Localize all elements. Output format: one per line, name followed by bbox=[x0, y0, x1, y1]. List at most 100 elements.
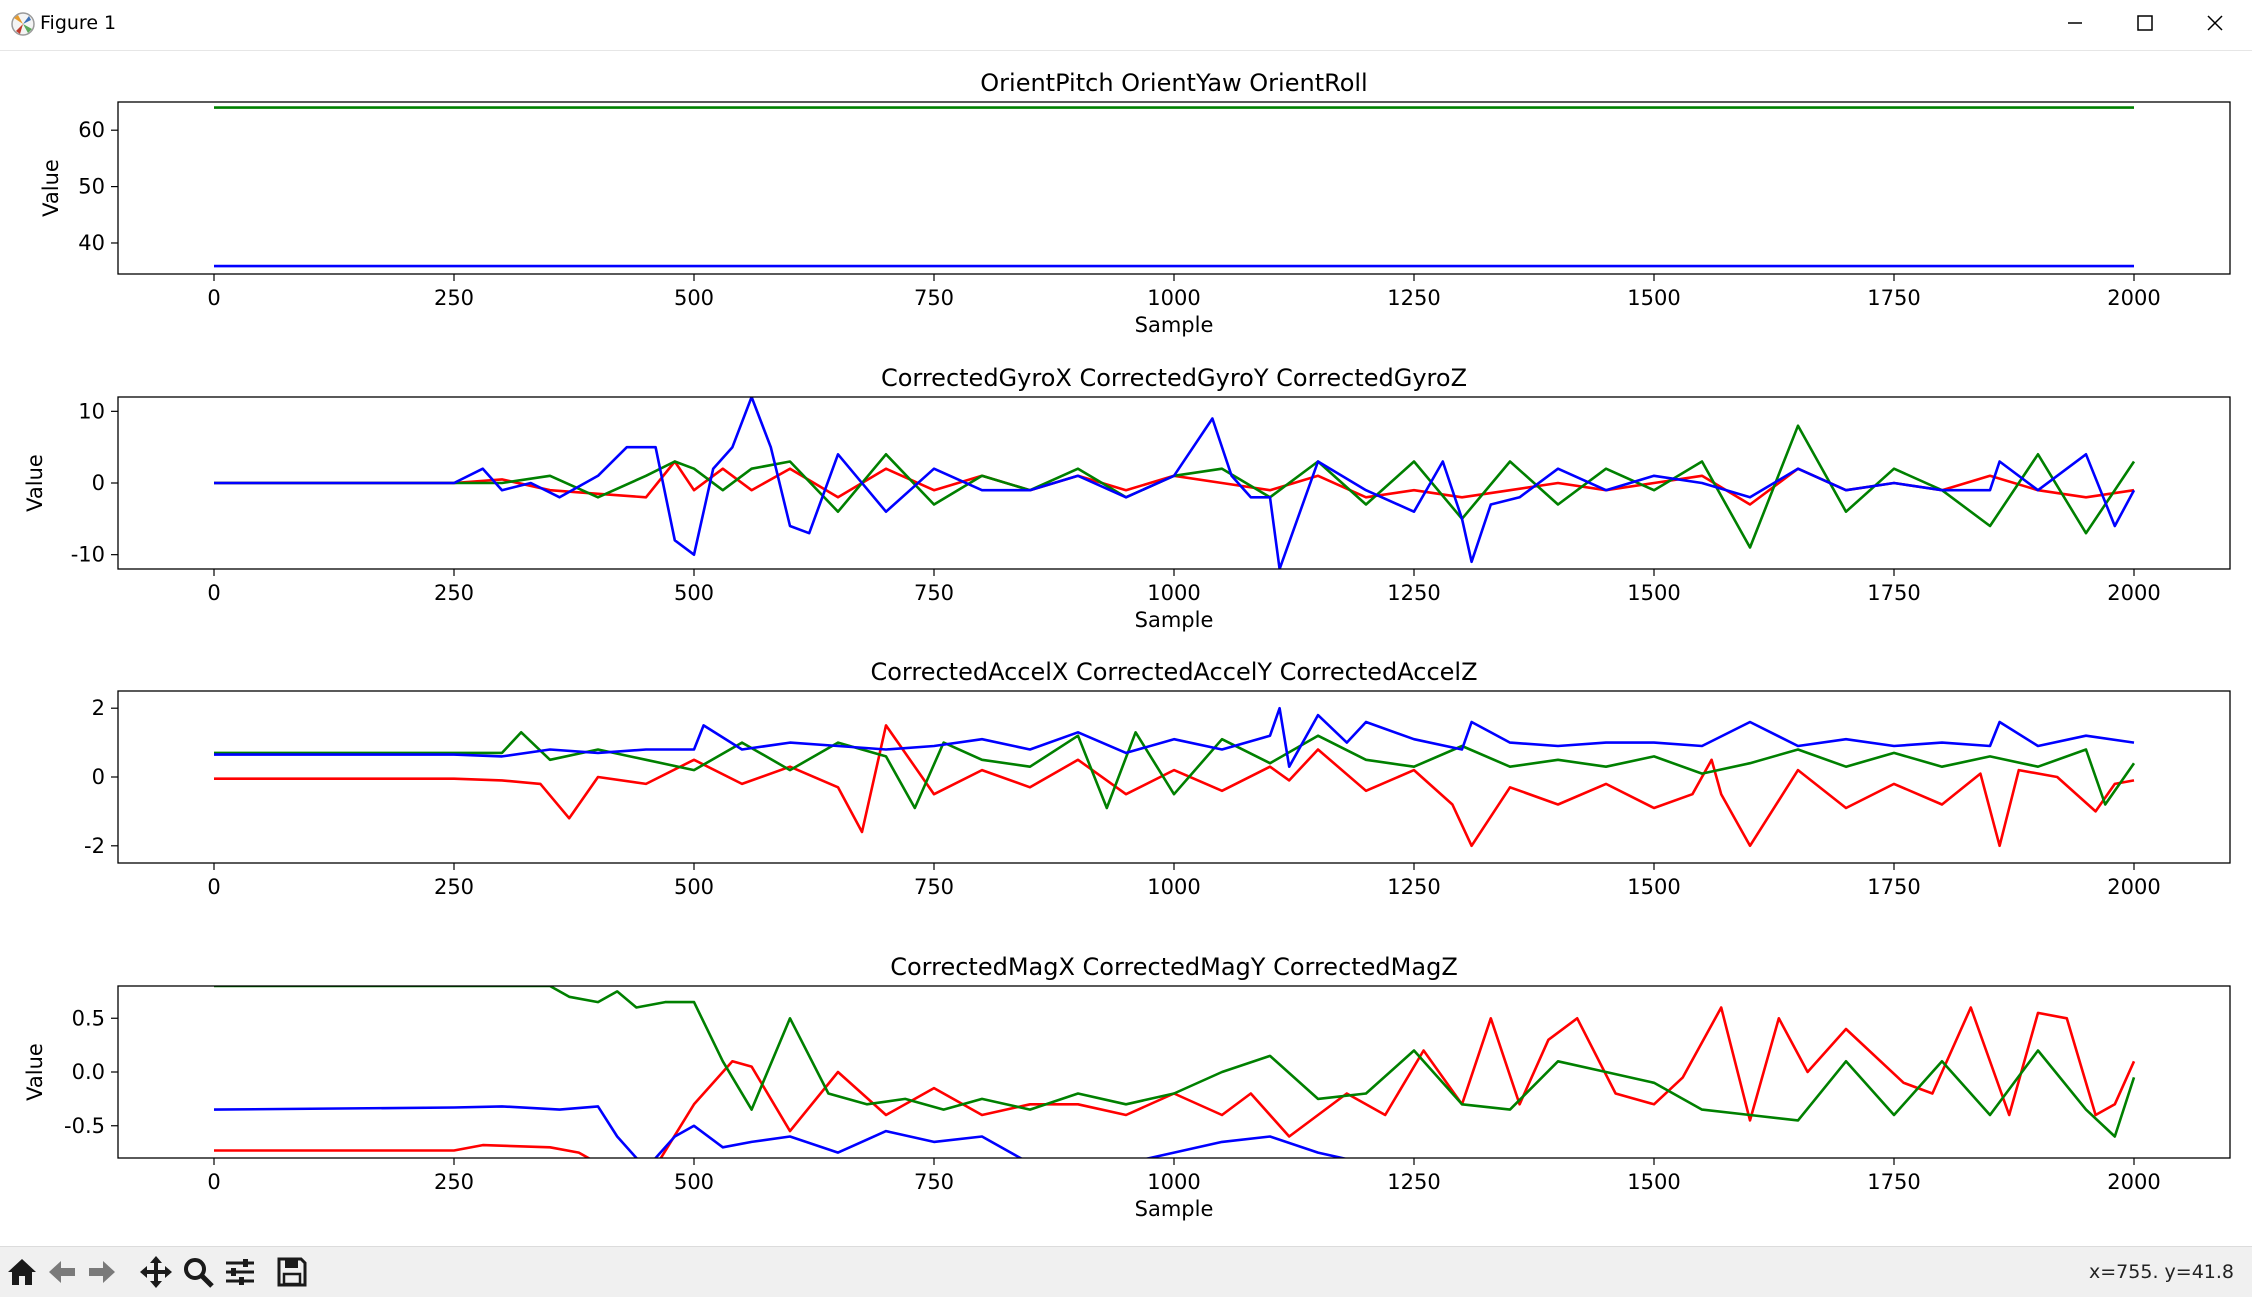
y-axis-label: Value bbox=[23, 454, 47, 512]
x-tick-label: 1500 bbox=[1627, 1170, 1680, 1194]
y-tick-label: -0.5 bbox=[64, 1114, 105, 1138]
series-line-1 bbox=[214, 1006, 2136, 1158]
home-button[interactable] bbox=[2, 1252, 42, 1292]
x-tick-label: 500 bbox=[674, 581, 714, 605]
y-tick-label: -10 bbox=[71, 543, 105, 567]
x-axis-label: Sample bbox=[1135, 608, 1214, 632]
x-tick-label: 1000 bbox=[1147, 1170, 1200, 1194]
save-floppy-icon bbox=[277, 1257, 307, 1287]
y-axis-label: Value bbox=[39, 159, 63, 217]
y-tick-label: 0.0 bbox=[72, 1060, 105, 1084]
x-tick-label: 0 bbox=[207, 1170, 220, 1194]
pan-button[interactable] bbox=[136, 1252, 176, 1292]
x-axis-label: Sample bbox=[1135, 1197, 1214, 1221]
x-tick-label: 750 bbox=[914, 1170, 954, 1194]
close-button[interactable] bbox=[2182, 0, 2248, 46]
series-line-3 bbox=[214, 706, 2135, 769]
maximize-button[interactable] bbox=[2112, 0, 2178, 46]
x-tick-label: 0 bbox=[207, 581, 220, 605]
series-line-3 bbox=[213, 1105, 1348, 1158]
x-tick-label: 250 bbox=[434, 286, 474, 310]
x-tick-label: 250 bbox=[434, 581, 474, 605]
x-tick-label: 500 bbox=[674, 286, 714, 310]
x-tick-label: 250 bbox=[434, 875, 474, 899]
configure-subplots-icon bbox=[226, 1259, 254, 1285]
x-tick-label: 1000 bbox=[1147, 581, 1200, 605]
subplot-1: 0 250 500 750 1000 1250 1500 1750 2000 40 50 60 Orie… bbox=[39, 69, 2231, 337]
axes-frame bbox=[117, 985, 2231, 1159]
zoom-magnifier-icon bbox=[184, 1258, 214, 1288]
series-line-3 bbox=[214, 397, 2136, 569]
back-button[interactable] bbox=[42, 1252, 82, 1292]
close-icon bbox=[2207, 15, 2223, 31]
y-tick-label: 50 bbox=[78, 175, 105, 199]
x-tick-label: 1750 bbox=[1867, 286, 1920, 310]
subplot-title: OrientPitch OrientYaw OrientRoll bbox=[980, 69, 1367, 97]
x-tick-label: 1500 bbox=[1627, 581, 1680, 605]
figure-canvas[interactable]: 0 250 500 750 1000 1250 1500 1750 2000 40 50 60 Orie… bbox=[0, 50, 2252, 1246]
series-line-2 bbox=[214, 986, 2136, 1138]
x-tick-label: 1500 bbox=[1627, 286, 1680, 310]
series-line-1 bbox=[214, 724, 2135, 848]
x-tick-label: 750 bbox=[914, 286, 954, 310]
x-tick-label: 0 bbox=[207, 286, 220, 310]
x-tick-label: 1000 bbox=[1147, 875, 1200, 899]
x-tick-label: 1750 bbox=[1867, 1170, 1920, 1194]
window-titlebar: Figure 1 bbox=[0, 0, 2252, 51]
subplot-title: CorrectedMagX CorrectedMagY CorrectedMag… bbox=[890, 953, 1458, 981]
y-tick-label: 0 bbox=[92, 765, 105, 789]
x-tick-label: 2000 bbox=[2107, 875, 2160, 899]
x-tick-label: 0 bbox=[207, 875, 220, 899]
x-tick-label: 1750 bbox=[1867, 581, 1920, 605]
x-tick-label: 500 bbox=[674, 1170, 714, 1194]
forward-button[interactable] bbox=[82, 1252, 122, 1292]
x-tick-label: 1000 bbox=[1147, 286, 1200, 310]
subplot-title: CorrectedGyroX CorrectedGyroY CorrectedG… bbox=[881, 364, 1467, 392]
subplot-title: CorrectedAccelX CorrectedAccelY Correcte… bbox=[870, 658, 1477, 686]
minimize-button[interactable] bbox=[2042, 0, 2108, 46]
maximize-icon bbox=[2137, 15, 2153, 31]
axes-frame bbox=[117, 101, 2231, 275]
pan-move-icon bbox=[140, 1256, 172, 1288]
y-tick-label: 0 bbox=[92, 471, 105, 495]
y-tick-label: 60 bbox=[78, 118, 105, 142]
x-tick-label: 1250 bbox=[1387, 286, 1440, 310]
x-tick-label: 750 bbox=[914, 875, 954, 899]
x-tick-label: 750 bbox=[914, 581, 954, 605]
subplot-4: 0 250 500 750 1000 1250 1500 1750 2000 -0.5 0.0 0.5… bbox=[23, 953, 2231, 1221]
y-tick-label: -2 bbox=[84, 834, 105, 858]
subplot-2: 0 250 500 750 1000 1250 1500 1750 2000 -10 0 10 Corr… bbox=[23, 364, 2231, 632]
back-arrow-icon bbox=[49, 1261, 75, 1283]
series-line-2 bbox=[214, 424, 2136, 549]
figure-svg[interactable]: 0 250 500 750 1000 1250 1500 1750 2000405060Orie… bbox=[0, 50, 2252, 1246]
save-button[interactable] bbox=[272, 1252, 312, 1292]
y-tick-label: 10 bbox=[78, 399, 105, 423]
x-tick-label: 250 bbox=[434, 1170, 474, 1194]
subplot-3: 0 250 500 750 1000 1250 1500 1750 2000 -2 0 2 Correc… bbox=[84, 658, 2231, 899]
x-tick-label: 1250 bbox=[1387, 1170, 1440, 1194]
home-icon bbox=[8, 1259, 36, 1285]
x-tick-label: 1250 bbox=[1387, 875, 1440, 899]
y-tick-label: 40 bbox=[78, 231, 105, 255]
window-title: Figure 1 bbox=[40, 12, 117, 34]
series-line-2 bbox=[214, 730, 2136, 810]
zoom-button[interactable] bbox=[178, 1252, 218, 1292]
x-tick-label: 2000 bbox=[2107, 1170, 2160, 1194]
configure-subplots-button[interactable] bbox=[220, 1252, 260, 1292]
minimize-icon bbox=[2068, 22, 2082, 24]
cursor-coordinates-readout: x=755. y=41.8 bbox=[2089, 1261, 2234, 1283]
x-tick-label: 2000 bbox=[2107, 286, 2160, 310]
navigation-toolbar: x=755. y=41.8 bbox=[0, 1246, 2252, 1297]
x-tick-label: 500 bbox=[674, 875, 714, 899]
y-tick-label: 2 bbox=[92, 696, 105, 720]
matplotlib-logo-icon bbox=[11, 12, 35, 36]
x-tick-label: 1250 bbox=[1387, 581, 1440, 605]
x-axis-label: Sample bbox=[1135, 313, 1214, 337]
x-tick-label: 1750 bbox=[1867, 875, 1920, 899]
forward-arrow-icon bbox=[89, 1261, 115, 1283]
axes-frame bbox=[117, 690, 2231, 864]
x-tick-label: 1500 bbox=[1627, 875, 1680, 899]
y-tick-label: 0.5 bbox=[72, 1006, 105, 1030]
y-axis-label: Value bbox=[23, 1043, 47, 1101]
x-tick-label: 2000 bbox=[2107, 581, 2160, 605]
